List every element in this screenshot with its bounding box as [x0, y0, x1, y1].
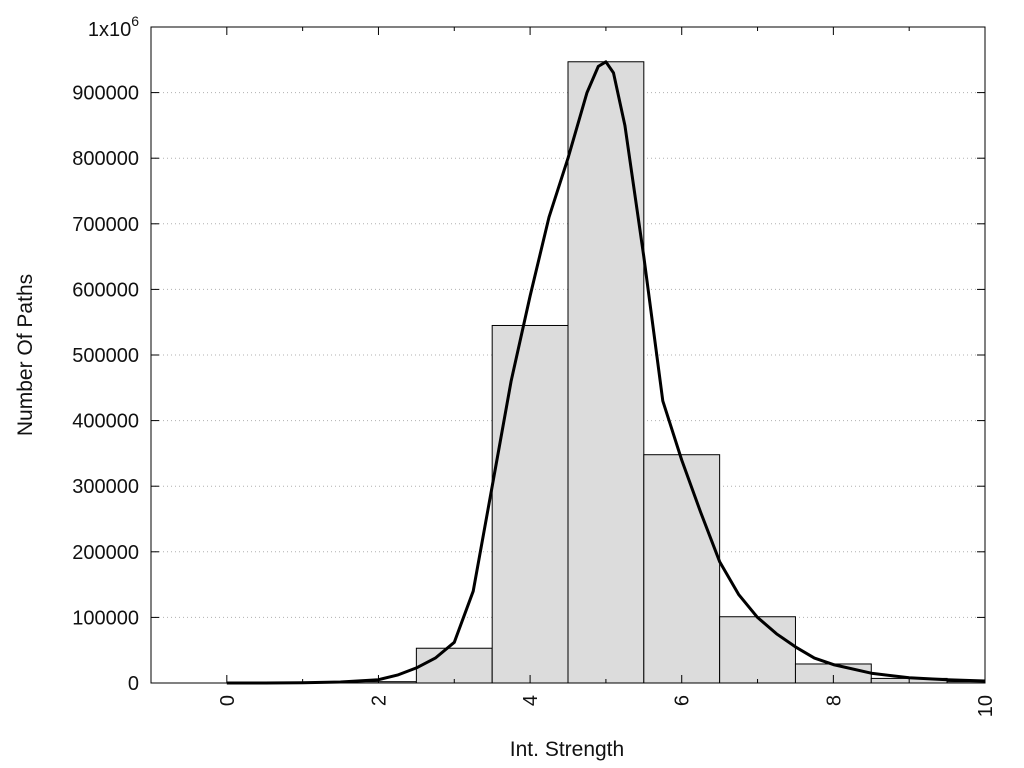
y-axis-label: Number Of Paths [14, 274, 37, 436]
x-tick-label: 6 [672, 695, 694, 706]
x-axis-label: Int. Strength [510, 738, 624, 761]
histogram-bar [643, 454, 721, 684]
bars [340, 61, 986, 684]
histogram-bar [719, 616, 796, 684]
y-tick-label: 300000 [72, 476, 139, 498]
y-tick-exponent: 6 [131, 13, 139, 29]
y-tick-label: 1x106 [88, 13, 139, 41]
histogram-bar [567, 61, 645, 684]
x-ticks: 0 2 4 6 8 10 [150, 27, 997, 717]
histogram-bar [415, 647, 493, 684]
y-tick-label: 500000 [72, 345, 139, 367]
y-tick-label: 900000 [72, 83, 139, 105]
x-tick-label: 0 [217, 695, 239, 706]
histogram-bar [491, 324, 569, 684]
y-tick-label: 700000 [72, 214, 139, 236]
y-tick-label: 0 [128, 673, 139, 695]
y-tick-label: 800000 [72, 148, 139, 170]
y-tick-label: 200000 [72, 542, 139, 564]
y-tick-label: 600000 [72, 279, 139, 301]
fit-curve-layer [226, 60, 986, 685]
fit-curve [226, 60, 986, 685]
x-tick-label: 10 [975, 695, 997, 717]
y-tick-label: 100000 [72, 607, 139, 629]
y-tick-label: 400000 [72, 411, 139, 433]
x-tick-label: 8 [823, 695, 845, 706]
x-tick-label: 2 [368, 695, 390, 706]
y-ticks: 0 100000 200000 300000 400000 500000 600000 700… [72, 13, 985, 695]
x-tick-label: 4 [520, 695, 542, 706]
